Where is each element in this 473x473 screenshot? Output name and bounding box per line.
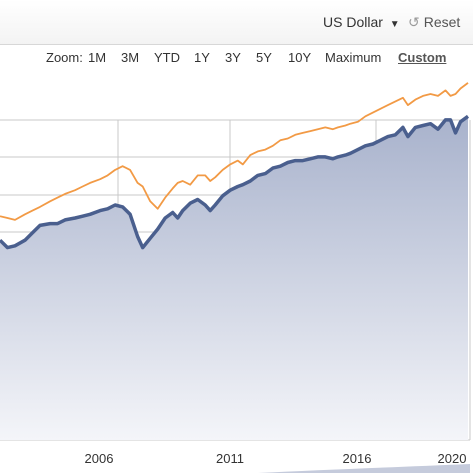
series-area-fill <box>0 116 468 441</box>
reset-button[interactable]: ↺ Reset <box>408 14 460 31</box>
zoom-maximum[interactable]: Maximum <box>325 50 382 65</box>
zoom-5y[interactable]: 5Y <box>256 50 272 65</box>
currency-label: US Dollar <box>323 14 383 30</box>
zoom-custom[interactable]: Custom <box>398 50 447 65</box>
series-orange-line[interactable] <box>0 82 469 221</box>
x-tick-label: 2020 <box>438 451 467 466</box>
zoom-label: Zoom: <box>46 50 83 65</box>
chart-toolbar: US Dollar ▼ ↺ Reset <box>0 0 473 45</box>
zoom-bar: Zoom: 1M 3M YTD 1Y 3Y 5Y 10Y Maximum Cus… <box>0 50 473 68</box>
x-tick-label: 2016 <box>343 451 372 466</box>
currency-dropdown[interactable]: US Dollar ▼ <box>323 14 400 30</box>
zoom-3m[interactable]: 3M <box>121 50 140 65</box>
zoom-1m[interactable]: 1M <box>88 50 107 65</box>
series-navy-line[interactable] <box>0 114 470 250</box>
zoom-1y[interactable]: 1Y <box>194 50 210 65</box>
navigator-strip[interactable] <box>258 464 470 473</box>
zoom-10y[interactable]: 10Y <box>288 50 312 65</box>
reset-label: Reset <box>423 14 461 30</box>
undo-icon: ↺ <box>408 14 420 30</box>
x-axis-ticks: 2006 2011 2016 2020 <box>85 451 467 466</box>
chevron-down-icon: ▼ <box>389 19 400 30</box>
x-tick-label: 2006 <box>85 451 114 466</box>
zoom-ytd[interactable]: YTD <box>154 50 180 65</box>
zoom-3y[interactable]: 3Y <box>225 50 241 65</box>
x-tick-label: 2011 <box>216 451 244 466</box>
